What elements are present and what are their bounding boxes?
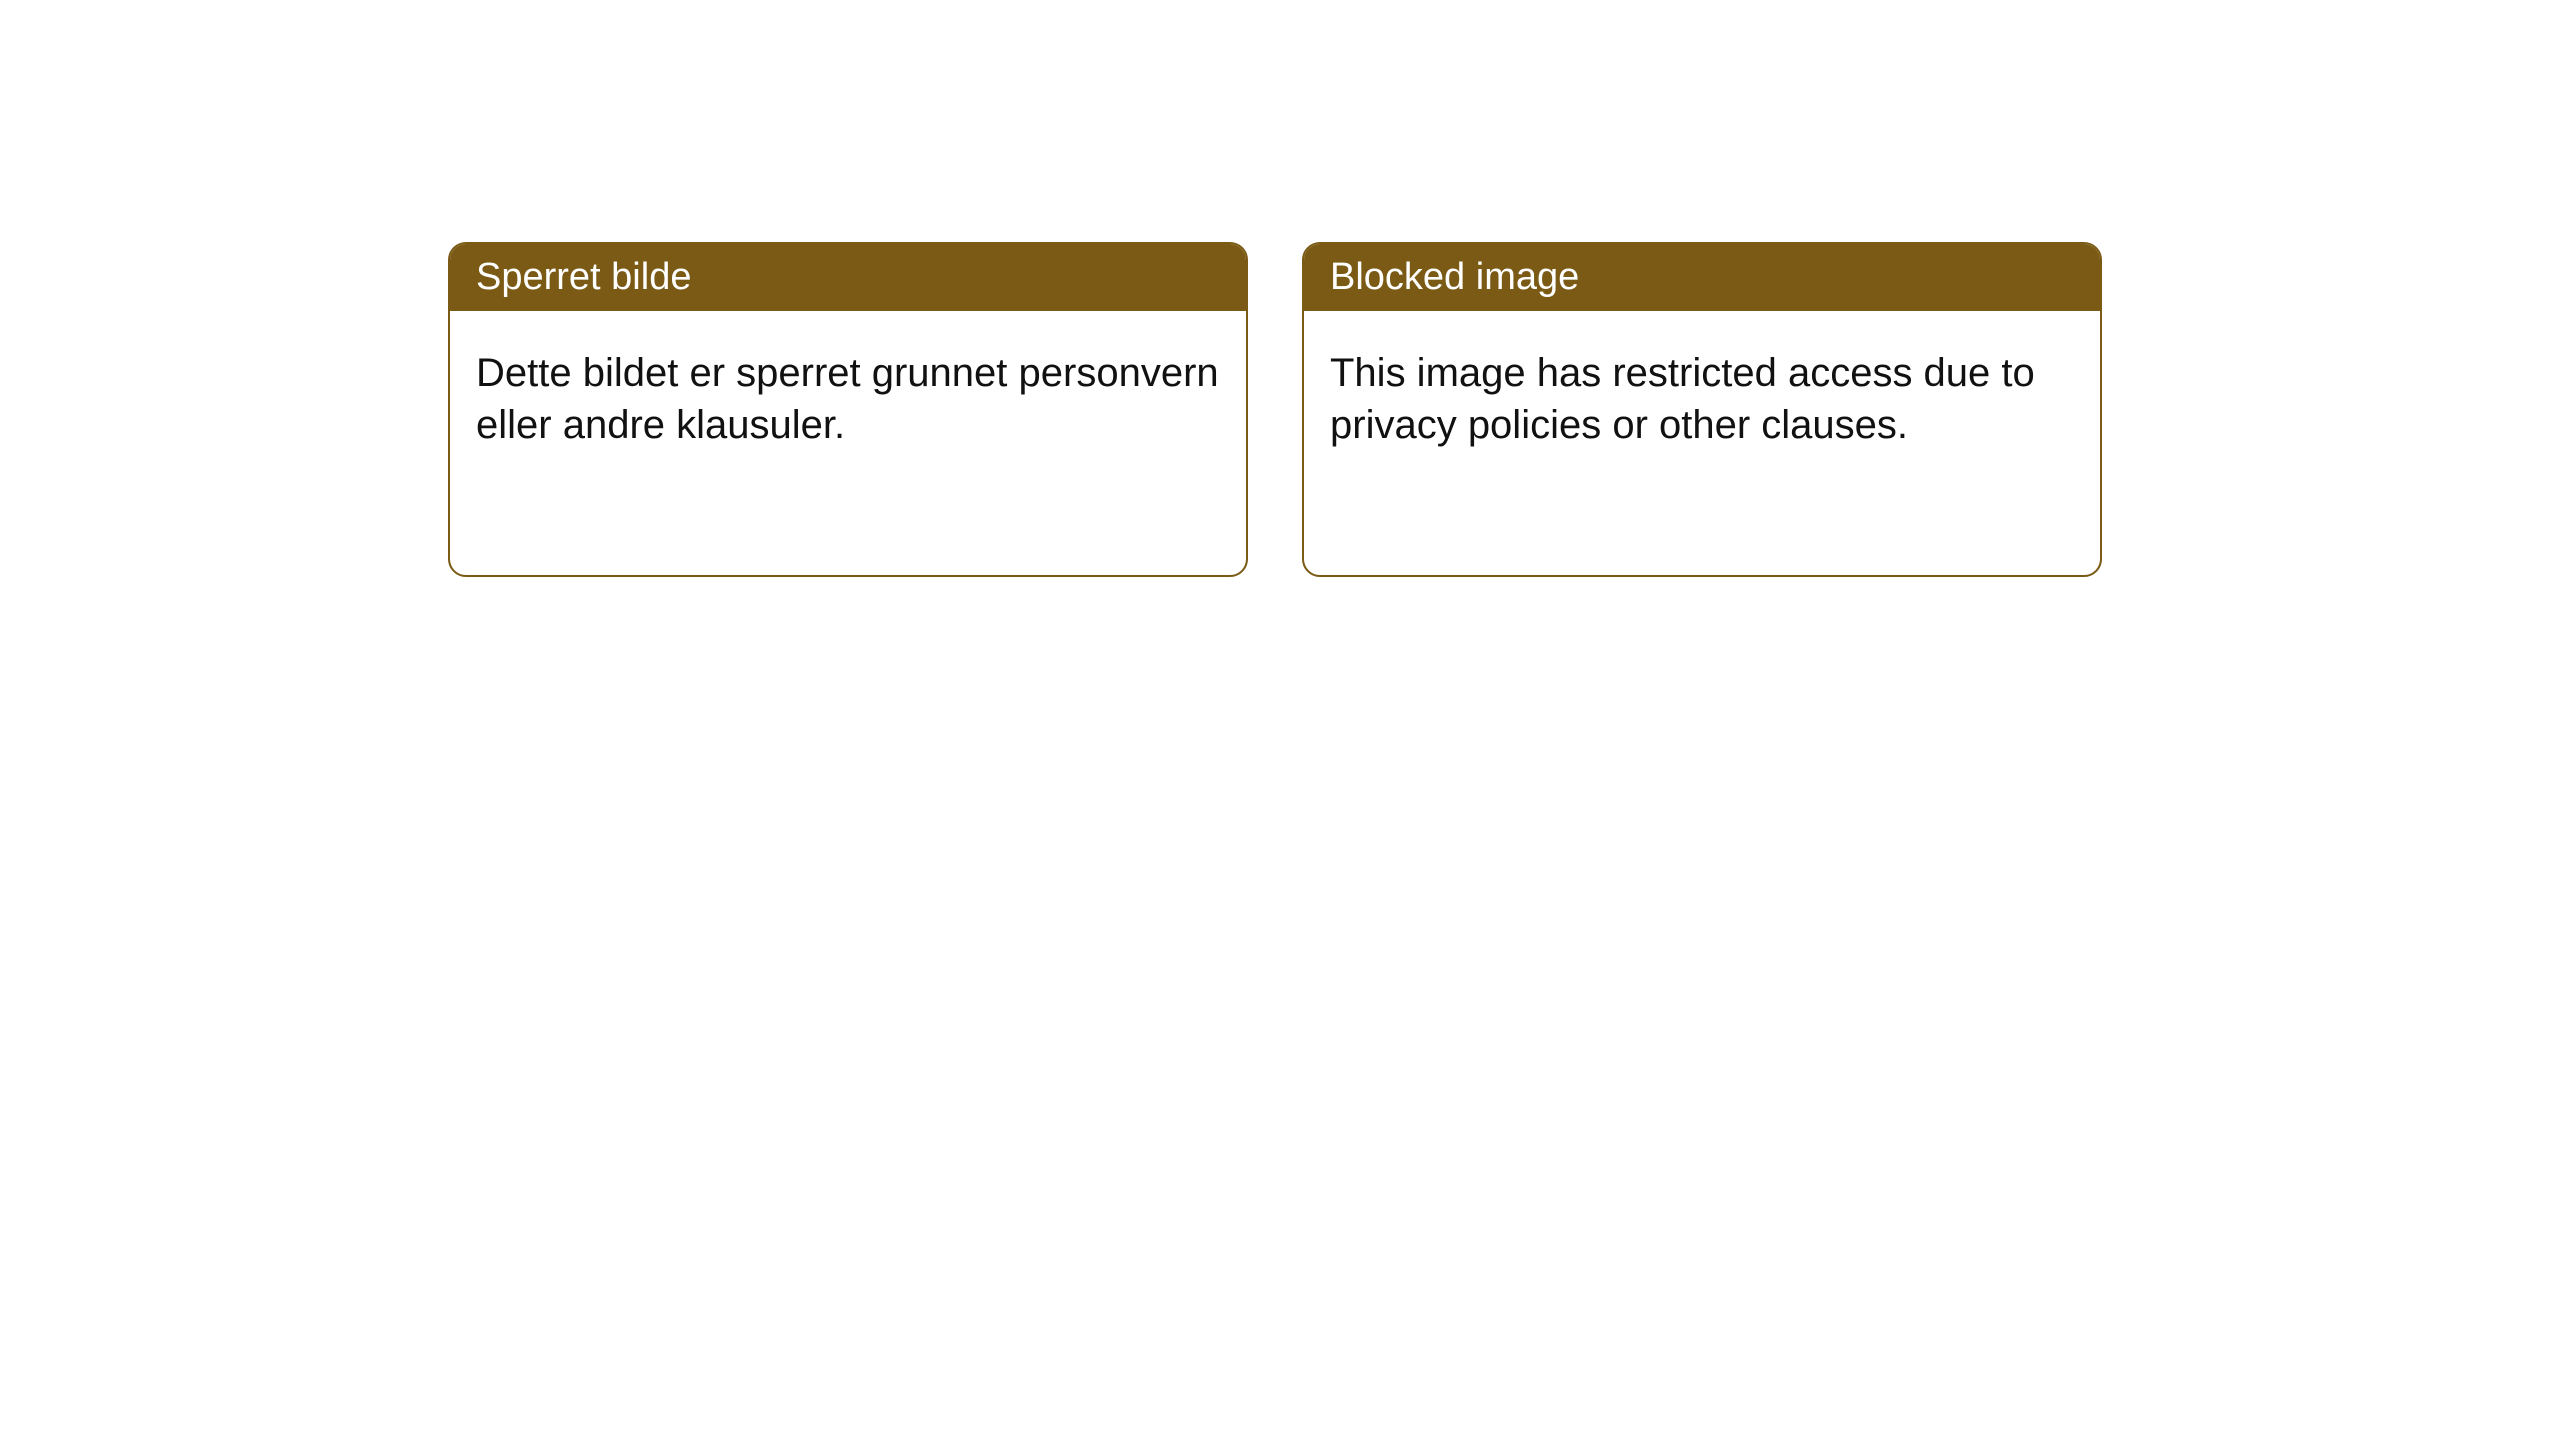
notice-container: Sperret bilde Dette bildet er sperret gr… xyxy=(0,0,2560,577)
notice-card-title: Sperret bilde xyxy=(450,244,1246,311)
notice-card-title: Blocked image xyxy=(1304,244,2100,311)
notice-card-body: Dette bildet er sperret grunnet personve… xyxy=(450,311,1246,487)
notice-card-body: This image has restricted access due to … xyxy=(1304,311,2100,487)
notice-card-en: Blocked image This image has restricted … xyxy=(1302,242,2102,577)
notice-card-no: Sperret bilde Dette bildet er sperret gr… xyxy=(448,242,1248,577)
